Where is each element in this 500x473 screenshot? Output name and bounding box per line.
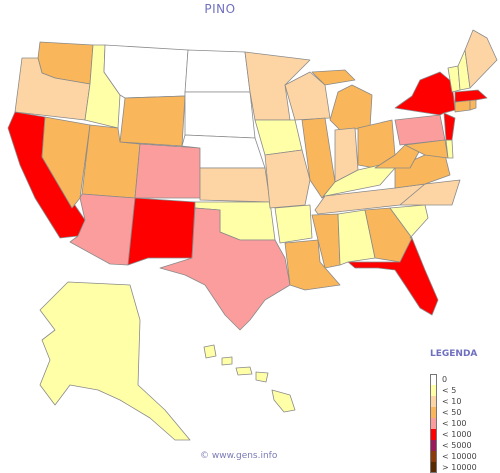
legend-item: < 5 xyxy=(430,385,500,396)
legend-item: < 1000 xyxy=(430,429,500,440)
state-tx[interactable] xyxy=(159,207,291,331)
state-ma[interactable] xyxy=(454,89,488,103)
legend-label: < 1000 xyxy=(442,430,472,439)
legend-label: < 5000 xyxy=(442,441,472,450)
state-fl[interactable] xyxy=(347,237,439,316)
state-sc[interactable] xyxy=(389,204,429,239)
state-ms[interactable] xyxy=(311,213,341,269)
state-ar[interactable] xyxy=(274,204,313,244)
legend-label: < 10000 xyxy=(442,452,477,461)
legend-swatch xyxy=(430,451,437,462)
state-pa[interactable] xyxy=(394,114,446,146)
state-mo[interactable] xyxy=(264,149,311,209)
state-ak[interactable] xyxy=(39,281,191,441)
legend-swatch xyxy=(430,374,437,385)
state-hi[interactable] xyxy=(203,344,296,413)
legend-swatch xyxy=(430,440,437,451)
legend-swatch xyxy=(430,418,437,429)
state-ny[interactable] xyxy=(394,71,456,116)
legend-item: < 50 xyxy=(430,407,500,418)
legend-title: LEGENDA xyxy=(430,349,478,359)
state-sd[interactable] xyxy=(184,91,256,139)
legend-item: 0 xyxy=(430,374,500,385)
state-me[interactable] xyxy=(464,29,498,89)
map-title: PINO xyxy=(204,2,236,16)
legend-label: < 5 xyxy=(442,386,457,395)
legend-swatch xyxy=(430,429,437,440)
legend-label: < 100 xyxy=(442,419,467,428)
legend-item: < 5000 xyxy=(430,440,500,451)
legend-label: < 50 xyxy=(442,408,462,417)
legend-swatch xyxy=(430,407,437,418)
state-mt[interactable] xyxy=(103,44,189,99)
state-nc[interactable] xyxy=(399,179,461,206)
footer-credit[interactable]: © www.gens.info xyxy=(200,451,278,461)
state-ks[interactable] xyxy=(199,167,271,203)
legend-item: < 100 xyxy=(430,418,500,429)
state-wi[interactable] xyxy=(284,71,331,121)
state-ri[interactable] xyxy=(469,99,477,111)
legend-item: < 10000 xyxy=(430,451,500,462)
state-ia[interactable] xyxy=(254,119,303,156)
state-nj[interactable] xyxy=(443,112,456,141)
legend: 0 < 5 < 10 < 50 < 100 < 1000 < 5000 < 10… xyxy=(430,374,500,473)
state-or[interactable] xyxy=(14,57,91,121)
legend-item: < 10 xyxy=(430,396,500,407)
legend-label: 0 xyxy=(442,375,448,384)
state-nd[interactable] xyxy=(184,49,251,93)
state-nv[interactable] xyxy=(41,116,91,209)
state-co[interactable] xyxy=(134,143,201,199)
legend-label: < 10 xyxy=(442,397,462,406)
state-nm[interactable] xyxy=(127,197,196,266)
state-wy[interactable] xyxy=(119,95,186,147)
legend-swatch xyxy=(430,385,437,396)
state-al[interactable] xyxy=(337,209,376,266)
legend-swatch xyxy=(430,396,437,407)
